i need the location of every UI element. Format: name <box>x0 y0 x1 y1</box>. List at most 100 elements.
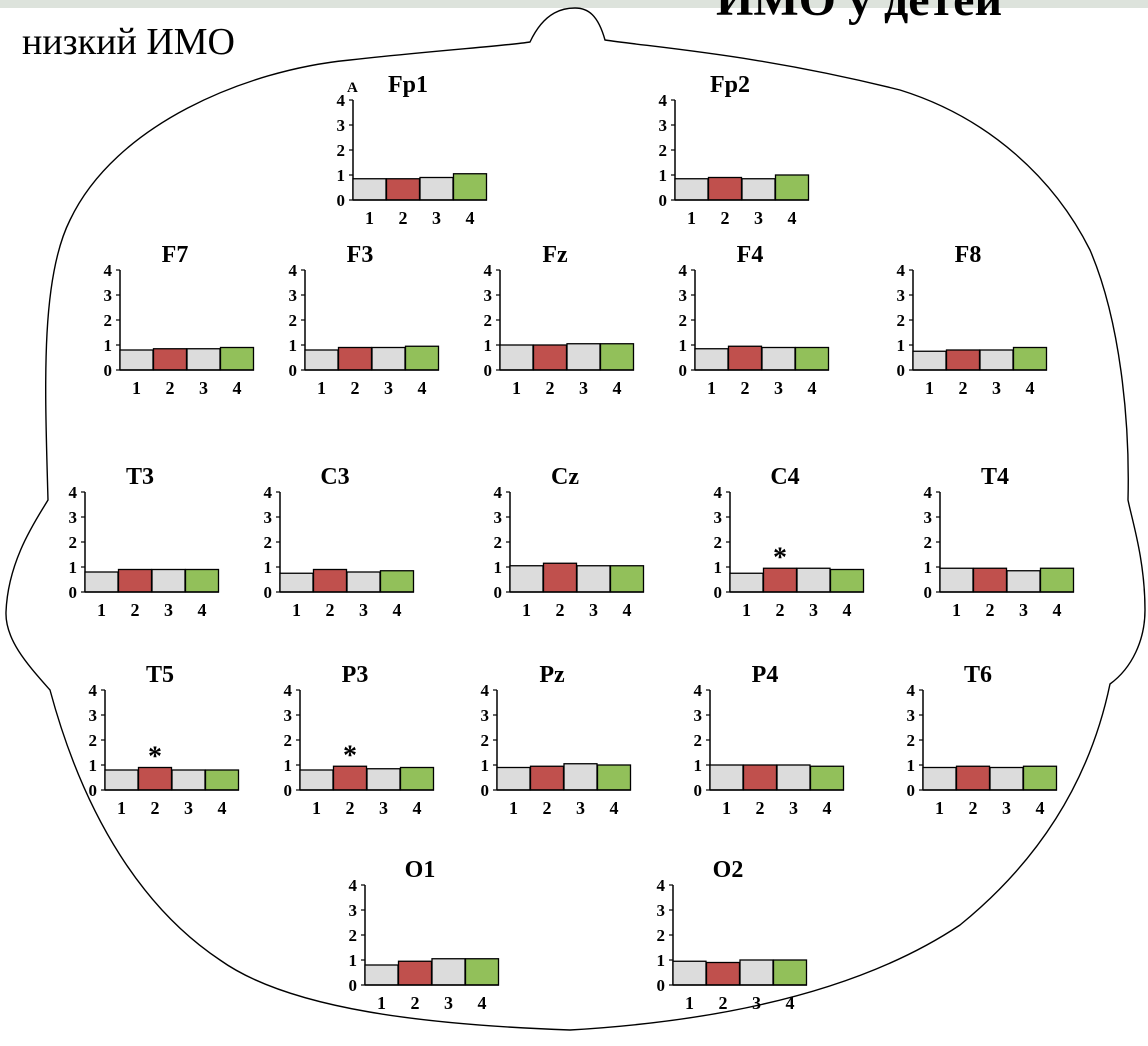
bar <box>371 346 406 371</box>
x-tick-label: 3 <box>992 378 1001 398</box>
significance-asterisk: * <box>148 742 162 773</box>
chart-title: F7 <box>162 242 189 268</box>
x-tick-label: 1 <box>722 798 731 818</box>
chart-title: T5 <box>146 662 174 688</box>
x-tick-label: 2 <box>721 208 730 228</box>
x-tick-label: 4 <box>393 600 402 620</box>
x-tick-label: 3 <box>1002 798 1011 818</box>
bar <box>352 178 387 201</box>
chart-title: P3 <box>342 662 369 688</box>
bar <box>542 562 578 593</box>
bar <box>599 343 635 371</box>
bar <box>171 769 206 791</box>
chart-cz: Cz 0 1 2 3 4 1 2 3 4 <box>480 462 650 632</box>
y-tick-label: 0 <box>659 191 668 210</box>
bar <box>794 346 830 371</box>
chart-title: Fz <box>542 242 568 268</box>
x-tick-label: 1 <box>707 378 716 398</box>
y-tick-label: 2 <box>659 141 668 160</box>
bar <box>499 344 534 371</box>
x-tick-label: 4 <box>610 798 619 818</box>
x-tick-label: 4 <box>1026 378 1035 398</box>
bar <box>761 346 796 371</box>
bar <box>707 176 743 201</box>
bar <box>596 764 632 791</box>
chart-fp2: Fp2 0 1 2 3 4 1 2 3 4 <box>645 70 815 240</box>
chart-o2: O2 0 1 2 3 4 1 2 3 4 <box>643 855 813 1025</box>
y-tick-label: 1 <box>337 166 346 185</box>
bar <box>299 769 334 791</box>
x-tick-label: 1 <box>312 798 321 818</box>
bar <box>912 350 947 371</box>
y-tick-label: 3 <box>907 706 916 725</box>
bar <box>609 565 645 593</box>
x-tick-label: 3 <box>589 600 598 620</box>
x-tick-label: 2 <box>756 798 765 818</box>
x-tick-label: 4 <box>808 378 817 398</box>
x-tick-label: 1 <box>132 378 141 398</box>
y-tick-label: 3 <box>104 286 113 305</box>
y-tick-label: 3 <box>89 706 98 725</box>
y-tick-label: 0 <box>337 191 346 210</box>
x-tick-label: 4 <box>478 993 487 1013</box>
x-tick-label: 4 <box>198 600 207 620</box>
chart-title: T4 <box>981 464 1009 490</box>
x-tick-label: 2 <box>969 798 978 818</box>
y-tick-label: 4 <box>679 261 688 280</box>
y-tick-label: 0 <box>284 781 293 800</box>
bar <box>1012 346 1048 371</box>
bar <box>385 178 421 201</box>
bar <box>397 960 433 986</box>
y-tick-label: 2 <box>349 926 358 945</box>
chart-title: O1 <box>405 857 436 883</box>
y-tick-label: 1 <box>714 558 723 577</box>
chart-title: F4 <box>737 242 764 268</box>
y-tick-label: 2 <box>484 311 493 330</box>
x-tick-label: 1 <box>117 798 126 818</box>
x-tick-label: 1 <box>512 378 521 398</box>
x-tick-label: 1 <box>952 600 961 620</box>
chart-title: T6 <box>964 662 992 688</box>
chart-title: C3 <box>320 464 349 490</box>
bar <box>151 568 186 593</box>
x-tick-label: 1 <box>317 378 326 398</box>
y-tick-label: 2 <box>714 533 723 552</box>
bar <box>304 349 339 371</box>
bar <box>563 763 598 791</box>
bar <box>104 769 139 791</box>
y-tick-label: 0 <box>907 781 916 800</box>
y-tick-label: 3 <box>659 116 668 135</box>
y-tick-label: 1 <box>89 756 98 775</box>
y-tick-label: 4 <box>657 876 666 895</box>
top-banner-strip <box>0 0 1148 8</box>
y-tick-label: 3 <box>349 901 358 920</box>
y-tick-label: 3 <box>657 901 666 920</box>
chart-title: Fp2 <box>710 72 750 98</box>
y-tick-label: 3 <box>289 286 298 305</box>
bar <box>529 765 565 791</box>
bar <box>741 178 776 201</box>
bar <box>1022 765 1058 791</box>
x-tick-label: 2 <box>326 600 335 620</box>
chart-t4: T4 0 1 2 3 4 1 2 3 4 <box>910 462 1080 632</box>
y-tick-label: 0 <box>924 583 933 602</box>
y-tick-label: 3 <box>284 706 293 725</box>
y-tick-label: 4 <box>289 261 298 280</box>
bar <box>346 571 381 593</box>
bar <box>1039 567 1075 593</box>
chart-title: C4 <box>770 464 799 490</box>
y-tick-label: 2 <box>289 311 298 330</box>
y-tick-label: 1 <box>494 558 503 577</box>
bar <box>509 565 544 593</box>
x-tick-label: 3 <box>444 993 453 1013</box>
chart-c4: C4 0 1 2 3 4 1 2 * 3 4 <box>700 462 870 632</box>
y-tick-label: 0 <box>264 583 273 602</box>
y-tick-label: 3 <box>337 116 346 135</box>
